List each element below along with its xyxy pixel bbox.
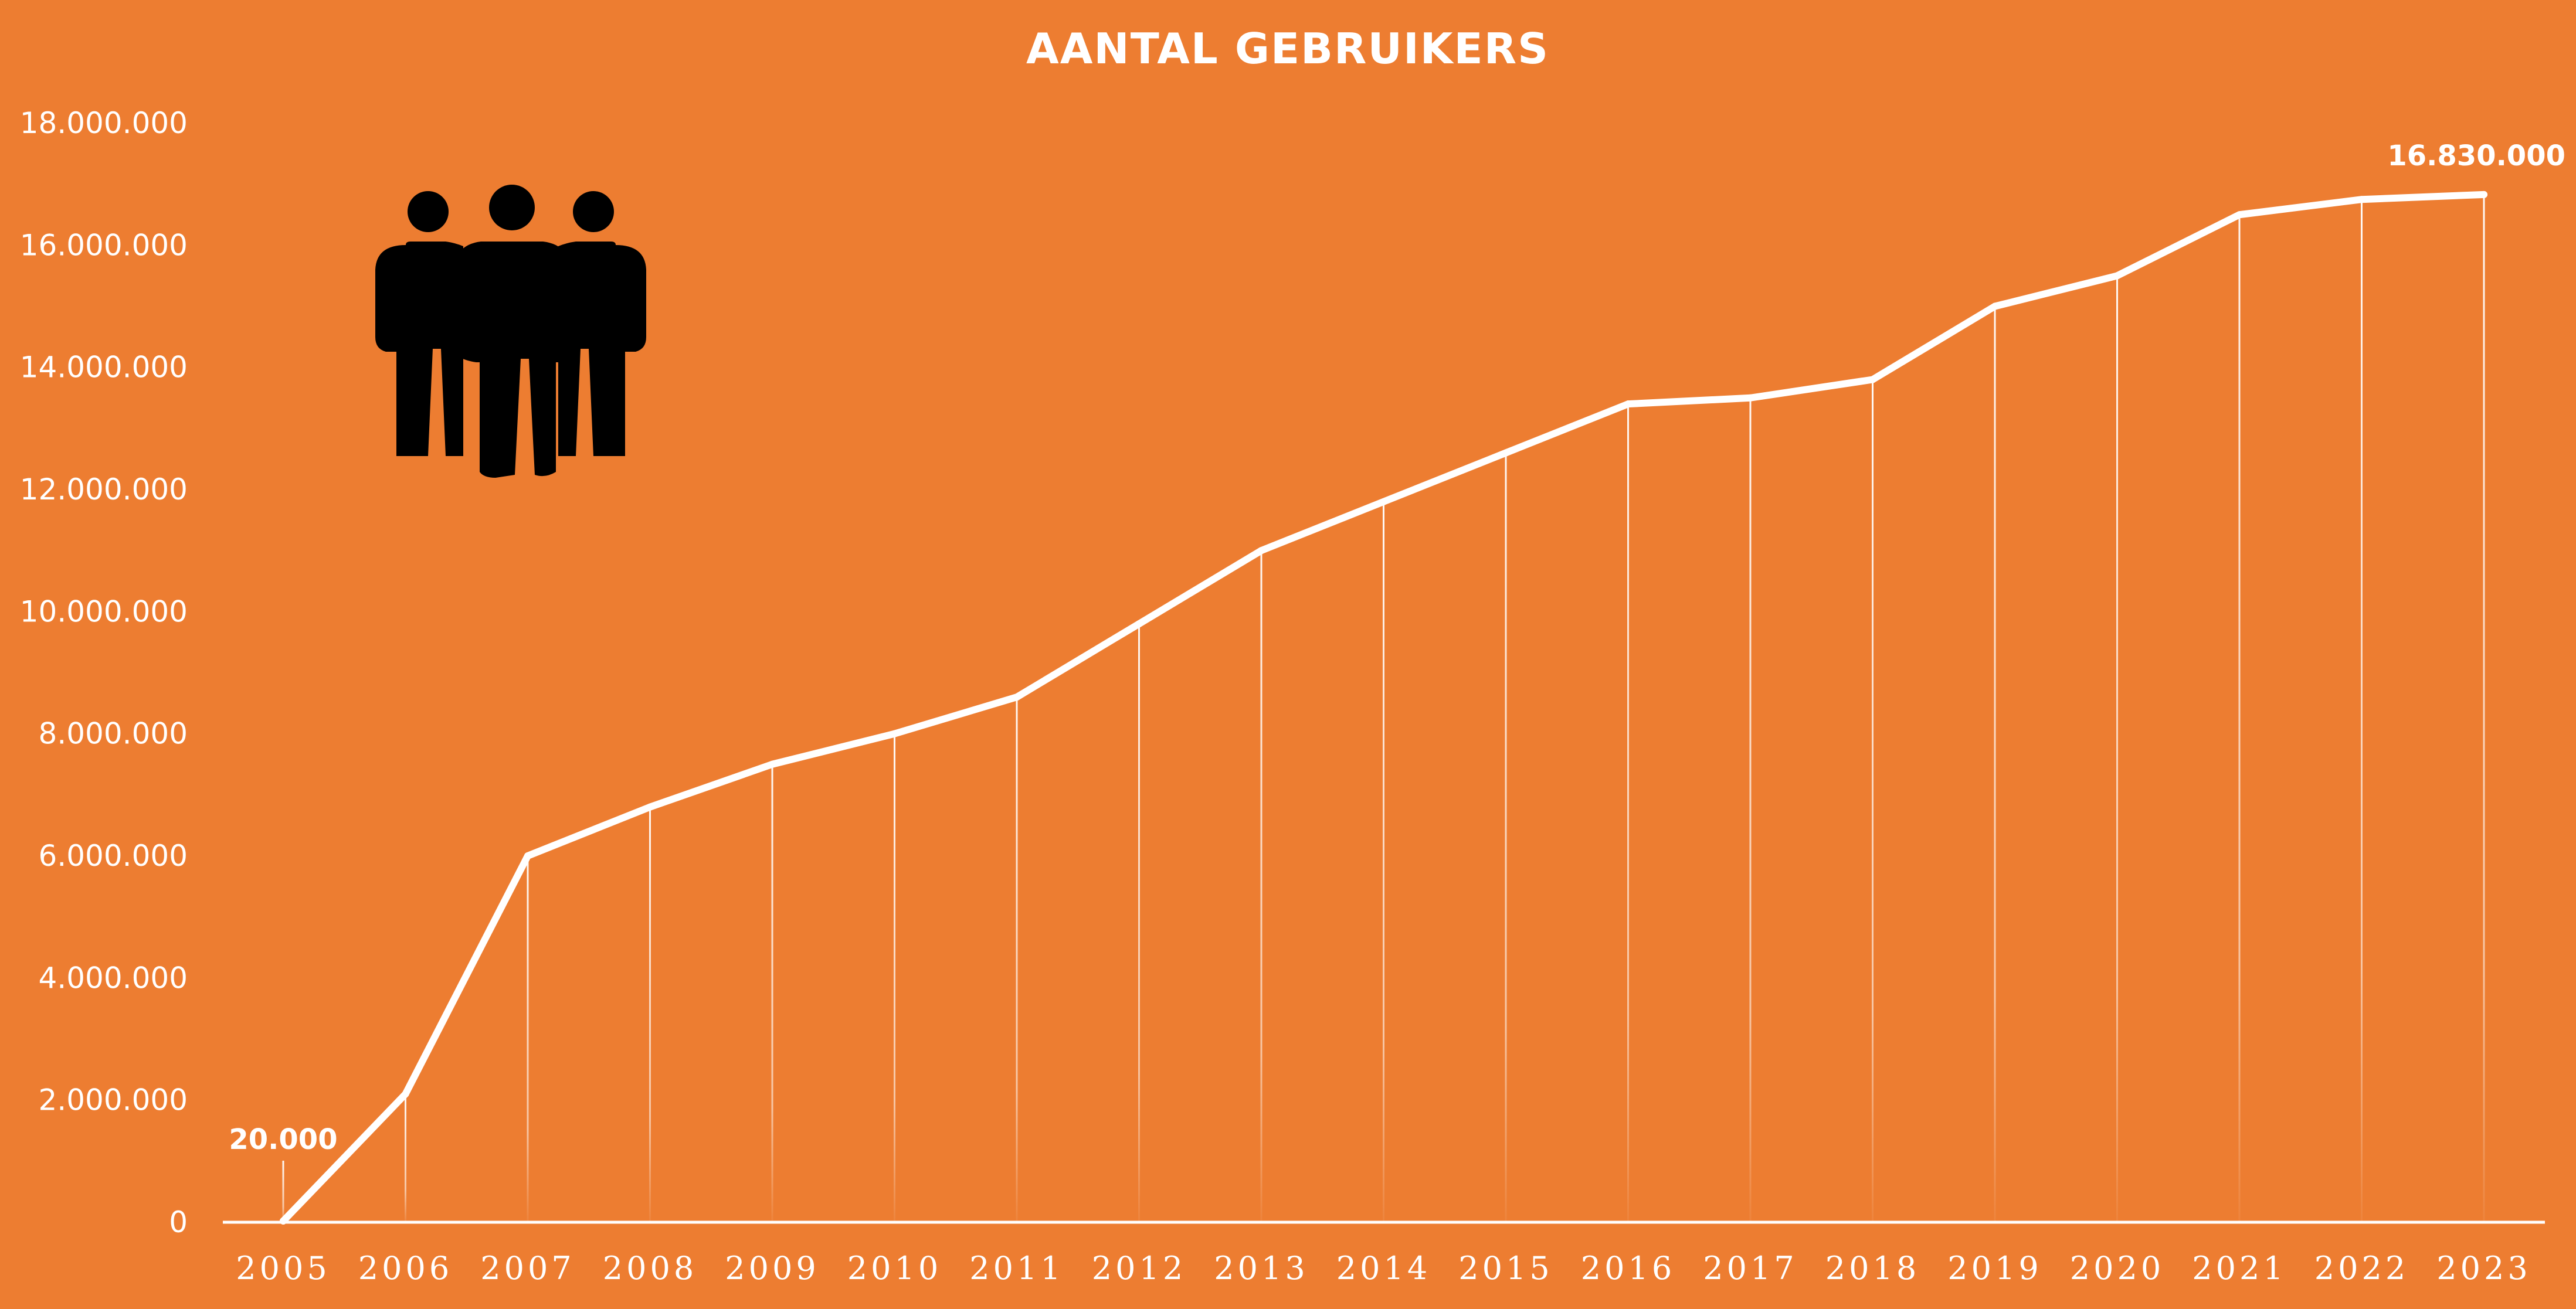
- data-label-2023: 16.830.000: [2387, 140, 2565, 172]
- drop-line-2011: [1016, 697, 1018, 1222]
- data-point-2010: [891, 730, 898, 737]
- drop-line-2006: [405, 1094, 406, 1222]
- data-point-2022: [2358, 196, 2365, 203]
- person-right-icon: [558, 191, 646, 456]
- y-tick-label: 0: [169, 1205, 188, 1239]
- drop-line-2022: [2361, 199, 2363, 1222]
- y-tick-label: 6.000.000: [39, 839, 188, 873]
- drop-line-2007: [527, 856, 529, 1222]
- y-tick-label: 16.000.000: [20, 228, 188, 262]
- x-tick-label: 2008: [603, 1250, 697, 1287]
- drop-line-2021: [2238, 215, 2241, 1222]
- x-tick-label: 2014: [1336, 1250, 1431, 1287]
- x-tick-label: 2016: [1581, 1250, 1675, 1287]
- data-labels: 20.000 16.830.000: [229, 140, 2565, 1222]
- x-tick-label: 2022: [2314, 1250, 2409, 1287]
- people-group-icon: [375, 185, 646, 478]
- drop-line-2015: [1505, 453, 1507, 1222]
- data-point-2017: [1747, 394, 1754, 402]
- data-point-2019: [1991, 302, 1998, 310]
- data-point-2011: [1013, 693, 1020, 701]
- data-point-2009: [769, 760, 776, 768]
- x-tick-label: 2013: [1214, 1250, 1308, 1287]
- data-point-2013: [1258, 547, 1265, 555]
- drop-line-2017: [1749, 397, 1752, 1222]
- y-tick-label: 12.000.000: [20, 472, 188, 506]
- drop-line-2019: [1994, 306, 1996, 1222]
- y-tick-label: 18.000.000: [20, 106, 188, 140]
- y-tick-label: 2.000.000: [39, 1083, 188, 1117]
- x-tick-label: 2006: [358, 1250, 453, 1287]
- data-point-2014: [1380, 498, 1387, 505]
- data-point-2008: [646, 803, 654, 811]
- drop-line-2012: [1138, 624, 1140, 1222]
- data-point-2020: [2113, 272, 2121, 280]
- chart-title: AANTAL GEBRUIKERS: [1026, 24, 1549, 73]
- y-tick-label: 8.000.000: [39, 717, 188, 751]
- drop-line-2016: [1627, 404, 1629, 1222]
- data-point-2015: [1502, 449, 1509, 457]
- x-tick-label: 2012: [1092, 1250, 1186, 1287]
- x-tick-label: 2010: [847, 1250, 942, 1287]
- drop-line-2008: [649, 807, 651, 1222]
- y-tick-label: 4.000.000: [39, 961, 188, 995]
- drop-line-2014: [1383, 501, 1384, 1223]
- data-point-2012: [1135, 620, 1143, 628]
- drop-line-2023: [2483, 194, 2485, 1222]
- drop-line-2010: [894, 733, 895, 1222]
- person-left-icon: [375, 191, 463, 456]
- y-tick-label: 14.000.000: [20, 351, 188, 385]
- drop-line-2018: [1872, 379, 1874, 1222]
- x-tick-label: 2009: [725, 1250, 819, 1287]
- data-point-2023: [2480, 191, 2487, 198]
- x-tick-label: 2018: [1825, 1250, 1920, 1287]
- data-label-2005: 20.000: [229, 1123, 337, 1156]
- data-point-2021: [2236, 211, 2243, 219]
- x-tick-label: 2015: [1458, 1250, 1553, 1287]
- person-center-icon: [453, 185, 572, 478]
- y-tick-label: 10.000.000: [20, 594, 188, 628]
- data-point-2006: [402, 1090, 409, 1098]
- x-tick-label: 2020: [2070, 1250, 2164, 1287]
- data-point-2016: [1624, 400, 1632, 408]
- drop-lines: [282, 194, 2485, 1223]
- data-points: [280, 191, 2487, 1225]
- x-tick-label: 2011: [969, 1250, 1064, 1287]
- x-tick-label: 2019: [1947, 1250, 2042, 1287]
- y-axis-tick-labels: 0 2.000.000 4.000.000 6.000.000 8.000.000 10.…: [20, 106, 188, 1239]
- annotation-leader: [282, 1161, 284, 1222]
- data-point-2018: [1869, 376, 1876, 383]
- x-tick-label: 2017: [1703, 1250, 1797, 1287]
- drop-line-2009: [771, 764, 773, 1222]
- x-tick-label: 2021: [2192, 1250, 2286, 1287]
- x-tick-label: 2007: [480, 1250, 575, 1287]
- data-point-2007: [524, 852, 531, 859]
- drop-line-2020: [2116, 276, 2118, 1223]
- drop-line-2013: [1260, 550, 1262, 1222]
- x-axis-tick-labels: 2005 2006 2007 2008 2009 2010 2011 2012 2013 2014…: [236, 1250, 2531, 1287]
- x-tick-label: 2005: [236, 1250, 330, 1287]
- x-tick-label: 2023: [2436, 1250, 2531, 1287]
